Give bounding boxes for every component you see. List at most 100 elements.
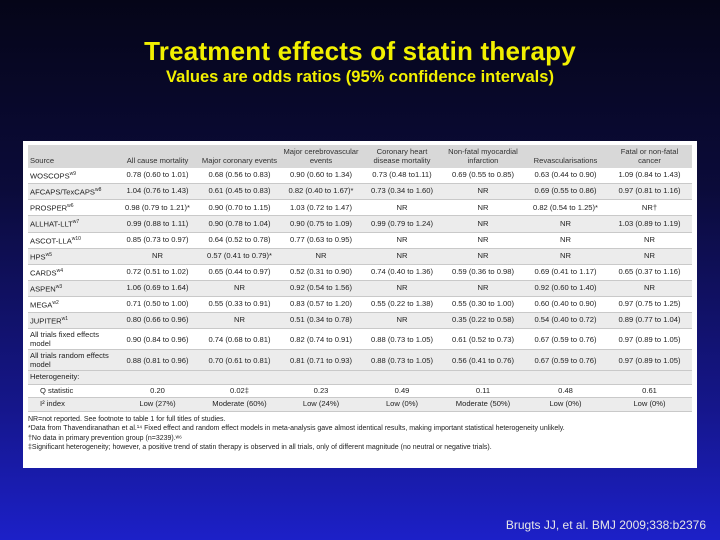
- table-cell: 0.51 (0.34 to 0.78): [280, 312, 362, 330]
- table-cell: 0.67 (0.59 to 0.76): [524, 349, 607, 372]
- table-cell: 0.56 (0.41 to 0.76): [442, 349, 524, 372]
- table-row: ASCOT-LLAw10 0.85 (0.73 to 0.97) 0.64 (0.5…: [28, 232, 692, 249]
- table-cell: 0.83 (0.57 to 1.20): [280, 296, 362, 314]
- source-name: CARDS: [30, 268, 57, 278]
- table-cell: 0.73 (0.34 to 1.60): [362, 183, 442, 201]
- table-cell: Low (24%): [280, 397, 362, 413]
- column-header: Major cerebrovascular events: [280, 145, 362, 168]
- source-name: ALLHAT-LLT: [30, 219, 73, 229]
- table-cell: 0.73 (0.48 to1.11): [362, 168, 442, 185]
- table-cell: 0.69 (0.55 to 0.85): [442, 168, 524, 185]
- table-cell: 0.89 (0.77 to 1.04): [607, 312, 692, 330]
- table-cell: 0.98 (0.79 to 1.21)*: [116, 199, 199, 217]
- table-cell: 0.60 (0.40 to 0.90): [524, 296, 607, 314]
- table-cell: NR: [607, 280, 692, 298]
- table-cell: NR: [524, 248, 607, 265]
- table-cell: 0.77 (0.63 to 0.95): [280, 232, 362, 249]
- table-cell: 0.92 (0.60 to 1.40): [524, 280, 607, 298]
- table-cell: NR: [362, 248, 442, 265]
- table-cell: 0.74 (0.68 to 0.81): [199, 328, 280, 351]
- source-name: All trials fixed effects model: [30, 330, 100, 349]
- source-name: MEGA: [30, 300, 53, 310]
- table-row: ALLHAT-LLTw7 0.99 (0.88 to 1.11) 0.90 (0.7…: [28, 215, 692, 233]
- table-cell: Low (0%): [362, 397, 442, 413]
- table-cell: 0.90 (0.75 to 1.09): [280, 215, 362, 233]
- table-cell: Low (27%): [116, 397, 199, 413]
- table-cell: 0.02‡: [199, 384, 280, 399]
- table-cell: 0.61 (0.45 to 0.83): [199, 183, 280, 201]
- table-row: All trials random effects model 0.88 (0.8…: [28, 349, 692, 372]
- table-cell: NR: [362, 312, 442, 330]
- table-cell: 0.69 (0.41 to 1.17): [524, 264, 607, 281]
- table-cell: 0.80 (0.66 to 0.96): [116, 312, 199, 330]
- table-cell: 0.55 (0.33 to 0.91): [199, 296, 280, 314]
- table-cell: 0.70 (0.61 to 0.81): [199, 349, 280, 372]
- column-header: All cause mortality: [116, 145, 199, 168]
- column-header: Major coronary events: [199, 145, 280, 168]
- citation: Brugts JJ, et al. BMJ 2009;338:b2376: [505, 518, 706, 532]
- table-cell: NR: [442, 199, 524, 217]
- source-name: All trials random effects model: [30, 351, 109, 370]
- q-statistic-label: Q statistic: [28, 384, 116, 399]
- reference-superscript: w10: [71, 235, 81, 242]
- table-cell: 0.90 (0.78 to 1.04): [199, 215, 280, 233]
- footnote: NR=not reported. See footnote to table 1…: [28, 416, 226, 424]
- table-row: HPSw5 NR 0.57 (0.41 to 0.79)* NR NR NR NR NR: [28, 248, 692, 265]
- table-cell: 0.88 (0.81 to 0.96): [116, 349, 199, 372]
- table-cell: 0.71 (0.50 to 1.00): [116, 296, 199, 314]
- reference-superscript: w3: [55, 283, 63, 290]
- column-header: Source: [28, 145, 116, 168]
- table-cell: 0.11: [442, 384, 524, 399]
- table-cell: NR: [442, 232, 524, 249]
- row-label: All trials random effects model: [28, 349, 116, 372]
- column-header: Coronary heart disease mortality: [362, 145, 442, 168]
- source-name: PROSPER: [30, 203, 68, 213]
- table-cell: 0.55 (0.30 to 1.00): [442, 296, 524, 314]
- table-cell: NR: [362, 199, 442, 217]
- table-cell: 0.61 (0.52 to 0.73): [442, 328, 524, 351]
- table-cell: 0.82 (0.74 to 0.91): [280, 328, 362, 351]
- table-panel: Source All cause mortality Major coronary …: [23, 141, 697, 468]
- source-name: WOSCOPS: [30, 171, 70, 181]
- table-cell: NR: [442, 183, 524, 201]
- table-cell: NR: [524, 232, 607, 249]
- column-header: Fatal or non-fatal cancer: [607, 145, 692, 168]
- table-cell: Low (0%): [524, 397, 607, 413]
- table-cell: 0.48: [524, 384, 607, 399]
- table-row: WOSCOPSw9 0.78 (0.60 to 1.01) 0.68 (0.56 t…: [28, 168, 692, 185]
- source-name: ASCOT-LLA: [30, 236, 72, 246]
- table-cell: 0.64 (0.52 to 0.78): [199, 232, 280, 249]
- table-cell: 0.82 (0.40 to 1.67)*: [280, 183, 362, 201]
- table-cell: 0.67 (0.59 to 0.76): [524, 328, 607, 351]
- source-name: AFCAPS/TexCAPS: [30, 187, 95, 197]
- table-cell: NR: [607, 248, 692, 265]
- reference-superscript: w5: [45, 251, 53, 258]
- table-cell: 0.54 (0.40 to 0.72): [524, 312, 607, 330]
- row-label: JUPITERw1: [28, 312, 116, 330]
- table-cell: 0.99 (0.88 to 1.11): [116, 215, 199, 233]
- table-cell: NR: [442, 248, 524, 265]
- table-cell: 0.57 (0.41 to 0.79)*: [199, 248, 280, 265]
- table-body: WOSCOPSw9 0.78 (0.60 to 1.01) 0.68 (0.56 t…: [28, 168, 692, 413]
- table-cell: NR: [607, 232, 692, 249]
- table-cell: NR: [280, 248, 362, 265]
- table-cell: 0.99 (0.79 to 1.24): [362, 215, 442, 233]
- table-cell: 0.68 (0.56 to 0.83): [199, 168, 280, 185]
- reference-superscript: w8: [95, 187, 102, 194]
- table-cell: NR: [524, 215, 607, 233]
- table-cell: 0.90 (0.84 to 0.96): [116, 328, 199, 351]
- table-cell: NR: [199, 280, 280, 298]
- slide-subtitle: Values are odds ratios (95% confidence i…: [166, 68, 554, 86]
- table-cell: 0.49: [362, 384, 442, 399]
- table-cell: 0.72 (0.51 to 1.02): [116, 264, 199, 281]
- footnote: ‡Significant heterogeneity; however, a p…: [28, 444, 492, 452]
- row-label: CARDSw4: [28, 264, 116, 281]
- table-cell: 1.09 (0.84 to 1.43): [607, 168, 692, 185]
- table-cell: 0.97 (0.89 to 1.05): [607, 349, 692, 372]
- table-row: JUPITERw1 0.80 (0.66 to 0.96) NR 0.51 (0.34…: [28, 312, 692, 330]
- table-cell: 0.61: [607, 384, 692, 399]
- table-cell: 0.65 (0.37 to 1.16): [607, 264, 692, 281]
- table-cell: 0.85 (0.73 to 0.97): [116, 232, 199, 249]
- table-cell: NR: [116, 248, 199, 265]
- table-cell: 0.55 (0.22 to 1.38): [362, 296, 442, 314]
